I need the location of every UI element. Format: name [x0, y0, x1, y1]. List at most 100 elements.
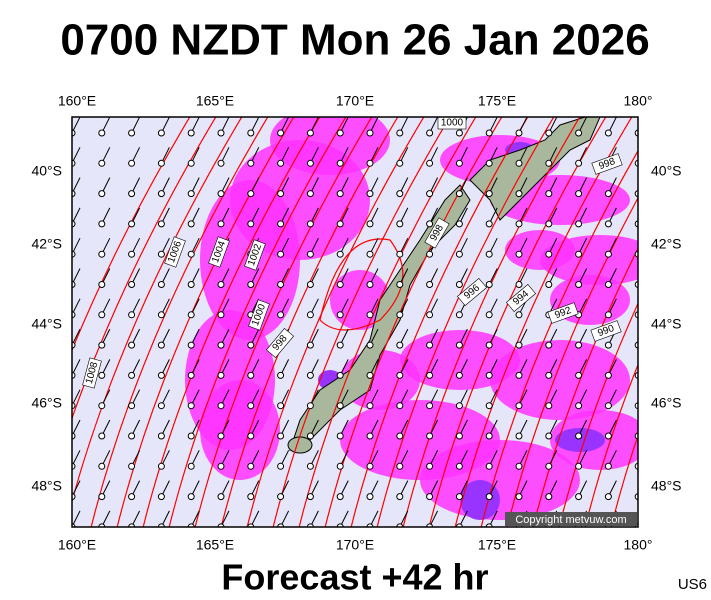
station: [485, 402, 493, 410]
lon-label-top: 165°E: [196, 93, 234, 109]
isobar-label-box: [208, 236, 230, 268]
isobar-label-box: [456, 277, 488, 307]
isobar: [686, 100, 711, 540]
station: [98, 220, 106, 228]
station: [426, 129, 434, 137]
lon-label-top: 175°E: [478, 93, 516, 109]
station: [426, 402, 434, 410]
station: [515, 281, 523, 288]
isobar-label-box: [164, 236, 186, 268]
lon-label-bottom: 160°E: [58, 537, 96, 553]
isobar-label-box: [265, 327, 295, 359]
station: [98, 190, 106, 198]
station: [515, 402, 523, 410]
station: [366, 371, 374, 379]
station: [515, 341, 523, 349]
station: [396, 311, 404, 319]
station: [157, 250, 165, 258]
isobar-label-group: 992: [547, 302, 579, 324]
station: [247, 220, 255, 228]
station: [128, 129, 136, 137]
north-island: [469, 117, 601, 221]
station: [575, 159, 583, 167]
station: [485, 311, 493, 319]
station: [396, 462, 404, 470]
station: [455, 281, 463, 288]
isobar-label-group: 998: [591, 153, 623, 175]
station: [336, 250, 344, 258]
rain-area: [270, 117, 390, 175]
station: [515, 129, 523, 137]
wind-barb: [637, 162, 638, 164]
station: [485, 159, 493, 167]
station: [277, 220, 285, 228]
station: [396, 432, 404, 440]
isobar: [350, 117, 529, 527]
wind-barb: [637, 435, 638, 436]
station: [306, 341, 314, 349]
station: [515, 432, 523, 440]
station: [306, 311, 314, 319]
station: [277, 311, 285, 319]
station: [515, 493, 523, 501]
station: [485, 220, 493, 228]
station: [157, 311, 165, 319]
station: [217, 432, 225, 440]
station: [604, 311, 612, 319]
station: [455, 190, 463, 198]
station: [336, 493, 344, 501]
wind-barb: [637, 465, 638, 467]
isobar: [610, 433, 638, 527]
station: [187, 462, 195, 470]
station: [366, 311, 374, 319]
isobar-label-box: [591, 153, 623, 175]
station: [485, 371, 493, 379]
station: [366, 462, 374, 470]
isobar-label-box: [505, 283, 537, 313]
station: [157, 371, 165, 379]
station: [128, 371, 136, 379]
station: [575, 220, 583, 228]
station: [128, 493, 136, 501]
lon-label-top: 160°E: [58, 93, 96, 109]
station: [545, 281, 553, 288]
station: [515, 190, 523, 198]
station: [336, 341, 344, 349]
station: [396, 250, 404, 258]
copyright-box: [505, 512, 637, 526]
station: [426, 220, 434, 228]
wind-barb: [637, 344, 638, 345]
station: [277, 129, 285, 137]
lat-label-right: 42°S: [651, 236, 682, 252]
station: [336, 402, 344, 410]
station: [306, 220, 314, 228]
station: [217, 220, 225, 228]
station: [187, 493, 195, 501]
station: [157, 190, 165, 198]
station: [217, 462, 225, 470]
south-island: [289, 184, 471, 451]
station: [157, 220, 165, 228]
station: [98, 311, 106, 319]
isobar-label-box: [82, 357, 102, 389]
station: [426, 159, 434, 167]
wind-barb: [637, 192, 638, 194]
station: [157, 281, 165, 288]
station: [336, 371, 344, 379]
station: [187, 190, 195, 198]
station: [366, 341, 374, 349]
station: [247, 432, 255, 440]
lat-label-right: 48°S: [651, 478, 682, 494]
isobar-label: 1000: [441, 118, 464, 129]
station: [98, 341, 106, 349]
station: [575, 432, 583, 440]
station: [545, 129, 553, 137]
station: [306, 432, 314, 440]
station: [277, 250, 285, 258]
station: [396, 129, 404, 137]
station: [455, 341, 463, 349]
station: [187, 371, 195, 379]
lat-label-left: 44°S: [31, 316, 62, 332]
station: [277, 402, 285, 410]
